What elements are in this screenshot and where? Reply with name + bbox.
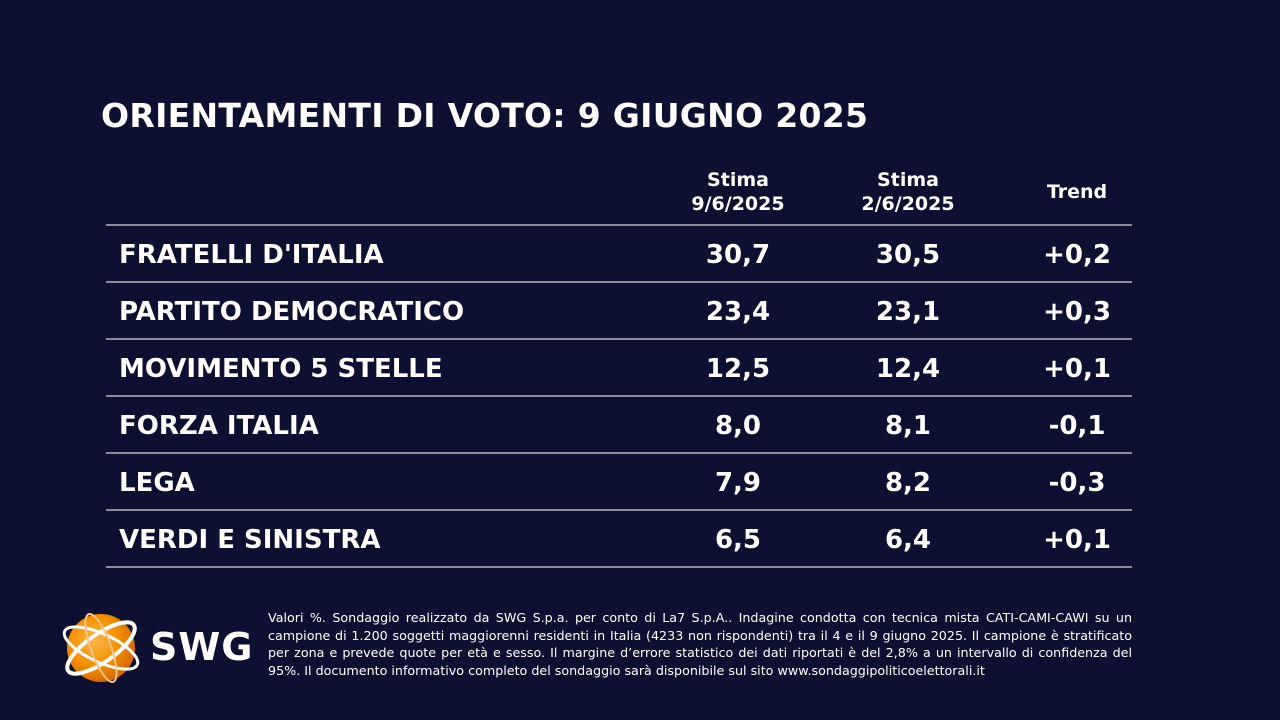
table-row: FORZA ITALIA 8,0 8,1 -0,1 [106, 395, 1132, 452]
table-row: FRATELLI D'ITALIA 30,7 30,5 +0,2 [106, 224, 1132, 281]
logo-text: SWG [150, 625, 254, 669]
header-stima-previous-line1: Stima [877, 169, 939, 191]
stima-previous-value: 8,2 [884, 468, 932, 498]
header-stima-previous-line2: 2/6/2025 [861, 193, 955, 215]
table-row: VERDI E SINISTRA 6,5 6,4 +0,1 [106, 509, 1132, 568]
stima-previous-value: 30,5 [875, 240, 941, 270]
stima-current-value: 7,9 [714, 468, 762, 498]
methodology-note: Valori %. Sondaggio realizzato da SWG S.… [268, 610, 1132, 678]
party-name: FRATELLI D'ITALIA [119, 240, 384, 270]
trend-value: -0,1 [1048, 411, 1106, 441]
stima-current-value: 8,0 [714, 411, 762, 441]
stima-current-value: 6,5 [714, 525, 762, 555]
stima-previous-value: 12,4 [875, 354, 941, 384]
globe-icon [62, 612, 140, 684]
table-row: LEGA 7,9 8,2 -0,3 [106, 452, 1132, 509]
trend-value: +0,1 [1043, 525, 1111, 555]
table-body: FRATELLI D'ITALIA 30,7 30,5 +0,2 PARTITO DEM… [106, 224, 1132, 568]
swg-logo [62, 612, 140, 684]
trend-value: +0,3 [1043, 297, 1111, 327]
table-header: Stima 9/6/2025 Stima 2/6/2025 Trend [106, 162, 1132, 224]
header-stima-current-line1: Stima [707, 169, 769, 191]
party-name: LEGA [119, 468, 195, 498]
stima-current-value: 23,4 [705, 297, 771, 327]
header-stima-current-line2: 9/6/2025 [691, 193, 785, 215]
party-name: VERDI E SINISTRA [119, 525, 381, 555]
stima-previous-value: 8,1 [884, 411, 932, 441]
header-trend: Trend [1046, 181, 1108, 203]
table-row: MOVIMENTO 5 STELLE 12,5 12,4 +0,1 [106, 338, 1132, 395]
trend-value: +0,2 [1043, 240, 1111, 270]
header-stima-current: Stima 9/6/2025 [663, 168, 813, 216]
poll-table: Stima 9/6/2025 Stima 2/6/2025 Trend FRAT… [106, 162, 1132, 568]
stima-previous-value: 23,1 [875, 297, 941, 327]
party-name: MOVIMENTO 5 STELLE [119, 354, 443, 384]
trend-value: +0,1 [1043, 354, 1111, 384]
party-name: PARTITO DEMOCRATICO [119, 297, 465, 327]
table-row: PARTITO DEMOCRATICO 23,4 23,1 +0,3 [106, 281, 1132, 338]
header-stima-previous: Stima 2/6/2025 [833, 168, 983, 216]
trend-value: -0,3 [1048, 468, 1106, 498]
stima-current-value: 12,5 [705, 354, 771, 384]
party-name: FORZA ITALIA [119, 411, 319, 441]
stima-current-value: 30,7 [705, 240, 771, 270]
stima-previous-value: 6,4 [884, 525, 932, 555]
chart-title: ORIENTAMENTI DI VOTO: 9 GIUGNO 2025 [101, 96, 869, 135]
